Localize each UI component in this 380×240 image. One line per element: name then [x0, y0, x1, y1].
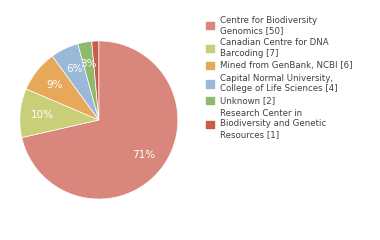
Wedge shape [20, 89, 99, 138]
Text: 10%: 10% [31, 110, 54, 120]
Text: 6%: 6% [66, 64, 82, 74]
Wedge shape [78, 41, 99, 120]
Wedge shape [52, 44, 99, 120]
Text: 9%: 9% [46, 79, 63, 90]
Wedge shape [26, 56, 99, 120]
Wedge shape [22, 41, 178, 199]
Text: 3%: 3% [81, 59, 97, 69]
Text: 71%: 71% [132, 150, 155, 161]
Legend: Centre for Biodiversity
Genomics [50], Canadian Centre for DNA
Barcoding [7], Mi: Centre for Biodiversity Genomics [50], C… [206, 16, 353, 139]
Wedge shape [92, 41, 99, 120]
